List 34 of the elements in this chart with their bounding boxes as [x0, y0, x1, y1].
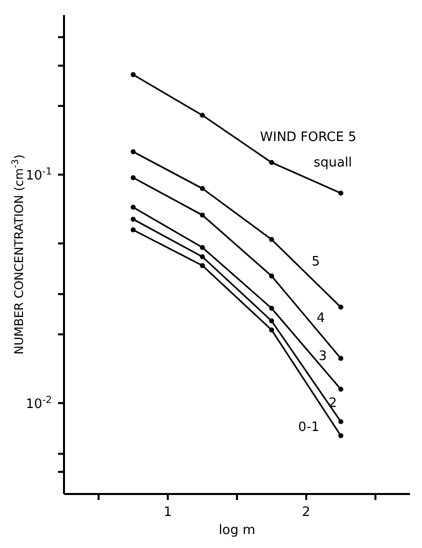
point: [200, 212, 205, 218]
point: [200, 263, 205, 268]
point: [200, 186, 205, 191]
point: [338, 419, 344, 424]
point: [200, 254, 205, 260]
series-label: 3: [318, 348, 327, 364]
point: [269, 237, 274, 242]
point: [130, 175, 136, 180]
point: [338, 433, 344, 438]
annotation: WIND FORCE 5: [260, 130, 356, 145]
y-tick-label: 10$^{-2}$: [26, 394, 52, 412]
point: [200, 244, 205, 250]
x-tick-label: 1: [164, 505, 172, 520]
series-label: 0-1: [298, 420, 320, 436]
y-tick-label: 10$^{-1}$: [26, 166, 52, 184]
series-label: 4: [316, 310, 325, 326]
x-axis-title: log m: [218, 523, 256, 538]
point: [269, 318, 274, 324]
point: [130, 204, 136, 210]
point: [338, 190, 344, 196]
point: [200, 112, 205, 118]
point: [130, 227, 136, 232]
point: [338, 304, 344, 310]
point: [130, 216, 136, 222]
point: [130, 72, 136, 78]
series-label: squall: [314, 156, 352, 171]
point: [338, 356, 344, 361]
point: [269, 327, 274, 332]
point: [269, 160, 274, 166]
point: [130, 149, 136, 154]
point: [338, 386, 344, 392]
point: [269, 274, 274, 279]
point: [269, 306, 274, 311]
series-label: 5: [312, 254, 320, 270]
